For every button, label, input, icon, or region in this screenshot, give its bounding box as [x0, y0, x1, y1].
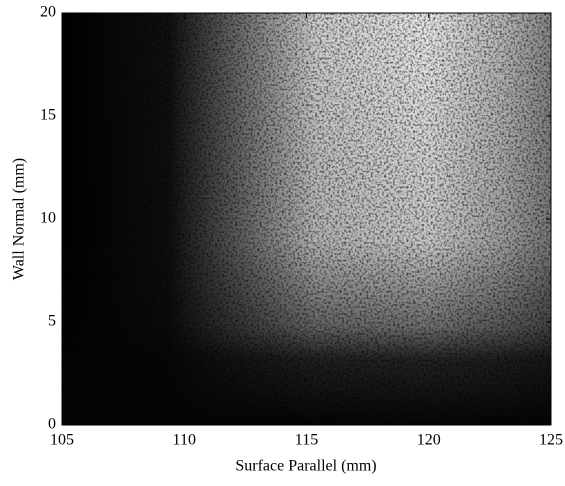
- x-axis-label: Surface Parallel (mm): [235, 458, 376, 475]
- x-tick-label: 110: [173, 432, 196, 449]
- y-axis-label: Wall Normal (mm): [11, 158, 28, 280]
- x-tick-label: 105: [50, 432, 74, 449]
- y-tick-label: 10: [40, 210, 56, 227]
- x-tick-label: 125: [539, 432, 563, 449]
- x-tick-label: 115: [295, 432, 318, 449]
- x-tick-label: 120: [417, 432, 441, 449]
- y-tick-label: 20: [40, 4, 56, 21]
- image: [62, 13, 551, 425]
- y-tick-label: 0: [48, 416, 56, 433]
- y-tick-label: 15: [40, 107, 56, 124]
- y-tick-label: 5: [48, 313, 56, 330]
